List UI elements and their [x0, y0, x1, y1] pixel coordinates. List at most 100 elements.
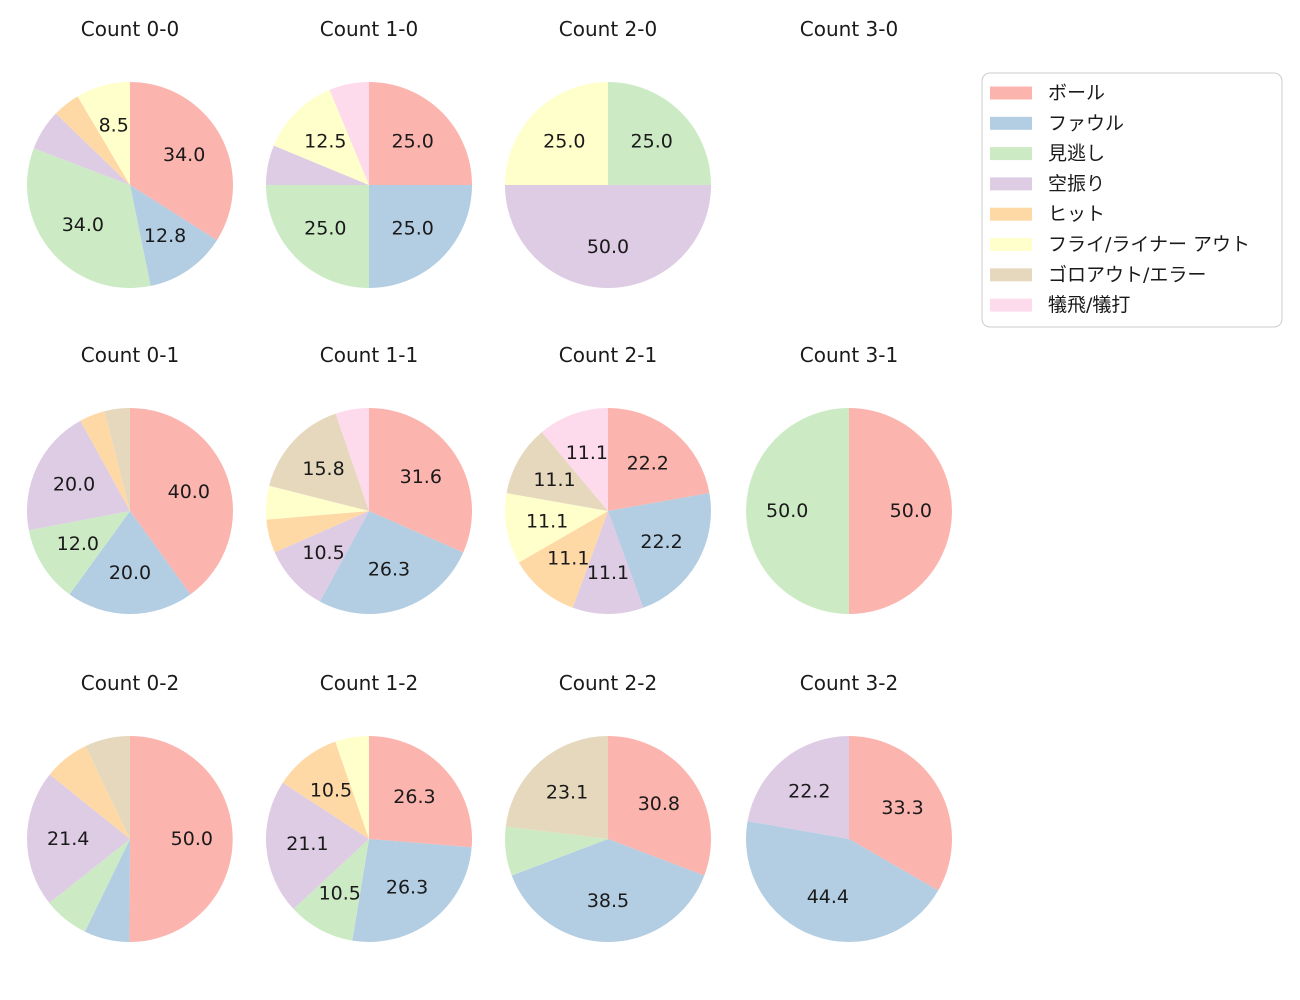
pie-slice-ground-out-error: [104, 408, 130, 511]
slice-label-ball: 31.6: [400, 466, 442, 488]
pie-slice-ground-out-error: [505, 736, 608, 839]
legend-label-hit: ヒット: [1048, 203, 1105, 225]
chart-title: Count 1-2: [320, 671, 418, 695]
chart-title: Count 2-1: [559, 343, 657, 367]
chart-title: Count 3-0: [800, 17, 898, 41]
legend-box: [981, 72, 1283, 328]
slice-label-fly-liner-out: 12.5: [304, 130, 346, 152]
legend-swatch-sac-fly-bunt: [990, 298, 1032, 312]
slice-label-called-strike: 10.5: [319, 882, 361, 904]
pie-slice-fly-liner-out: [335, 736, 369, 839]
chart-title: Count 0-1: [81, 343, 179, 367]
legend-swatch-foul: [990, 116, 1032, 130]
chart-title: Count 2-0: [559, 17, 657, 41]
legend-swatch-ball: [990, 86, 1032, 100]
pie-slice-foul: [511, 839, 705, 943]
pie-slice-swinging-strike: [265, 782, 369, 910]
legend-swatch-fly-liner-out: [990, 238, 1032, 251]
slice-label-called-strike: 50.0: [766, 500, 808, 522]
chart-title: Count 1-1: [320, 343, 418, 367]
pie-slice-fly-liner-out: [266, 485, 369, 520]
slice-label-fly-liner-out: 8.5: [99, 114, 129, 136]
pie-slice-hit: [518, 511, 608, 608]
pie-slice-ground-out-error: [269, 413, 369, 511]
slice-label-ball: 25.0: [392, 130, 434, 152]
slice-label-sac-fly-bunt: 11.1: [566, 442, 608, 464]
pie-slice-called-strike: [28, 511, 130, 595]
pie-slice-swinging-strike: [26, 420, 130, 531]
slice-label-swinging-strike: 50.0: [587, 236, 629, 258]
slice-label-swinging-strike: 11.1: [587, 562, 629, 584]
pie-slice-ball: [849, 408, 952, 614]
pie-slice-ball: [369, 408, 472, 553]
pie-slice-hit: [55, 96, 131, 185]
pie-slice-foul: [352, 839, 472, 943]
slice-label-called-strike: 34.0: [62, 214, 104, 236]
slice-label-ball: 33.3: [881, 797, 923, 819]
pie-slice-ball: [608, 408, 710, 511]
pie-slice-sac-fly-bunt: [541, 408, 608, 511]
slice-label-ball: 22.2: [627, 453, 669, 475]
chart-title: Count 0-2: [81, 671, 179, 695]
slice-label-foul: 20.0: [109, 562, 151, 584]
legend-label-ball: ボール: [1048, 82, 1105, 104]
pie-slice-called-strike: [746, 408, 849, 614]
slice-label-swinging-strike: 21.1: [286, 833, 328, 855]
pie-slice-sac-fly-bunt: [335, 408, 369, 511]
legend-swatch-hit: [990, 207, 1032, 221]
pie-slice-foul: [69, 511, 191, 614]
slice-label-foul: 22.2: [640, 531, 682, 553]
slice-label-ball: 30.8: [638, 793, 680, 815]
slice-label-foul: 26.3: [368, 558, 410, 580]
legend-label-sac-fly-bunt: 犠飛/犠打: [1048, 294, 1130, 316]
pie-slice-called-strike: [608, 82, 711, 185]
pie-slice-ball: [130, 408, 233, 595]
slice-label-called-strike: 25.0: [631, 130, 673, 152]
pie-slice-hit: [282, 741, 369, 839]
pie-slice-ball: [129, 736, 233, 943]
pie-slice-hit: [80, 411, 130, 511]
legend-swatch-swinging-strike: [990, 177, 1032, 191]
pie-slice-ground-out-error: [506, 432, 608, 511]
slice-label-foul: 12.8: [144, 225, 186, 247]
slice-label-hit: 11.1: [547, 547, 589, 569]
chart-title: Count 3-1: [800, 343, 898, 367]
chart-title: Count 0-0: [81, 17, 179, 41]
pie-slice-fly-liner-out: [273, 89, 369, 185]
slice-label-called-strike: 12.0: [57, 533, 99, 555]
pie-slice-ball: [130, 82, 234, 241]
pie-slice-swinging-strike: [274, 511, 369, 602]
pie-slice-fly-liner-out: [504, 493, 608, 563]
pie-slice-fly-liner-out: [505, 82, 608, 185]
legend-swatch-called-strike: [990, 147, 1032, 161]
chart-title: Count 3-2: [800, 671, 898, 695]
slice-label-ball: 34.0: [163, 144, 205, 166]
legend-label-swinging-strike: 空振り: [1048, 173, 1105, 195]
chart-title: Count 1-0: [320, 17, 418, 41]
legend-label-called-strike: 見逃し: [1048, 143, 1105, 165]
slice-label-ball: 40.0: [168, 481, 210, 503]
pie-slice-ball: [849, 736, 952, 891]
slice-label-fly-liner-out: 25.0: [543, 130, 585, 152]
pie-slice-called-strike: [49, 839, 130, 932]
slice-label-ball: 50.0: [890, 500, 932, 522]
pie-slice-ball: [608, 736, 712, 876]
chart-title: Count 2-2: [559, 671, 657, 695]
slice-label-ground-out-error: 15.8: [302, 458, 344, 480]
slice-label-swinging-strike: 10.5: [302, 542, 344, 564]
slice-label-swinging-strike: 20.0: [53, 474, 95, 496]
slice-label-fly-liner-out: 11.1: [526, 511, 568, 533]
slice-label-ground-out-error: 11.1: [533, 469, 575, 491]
pie-slice-sac-fly-bunt: [329, 82, 369, 185]
pie-slice-swinging-strike: [747, 736, 849, 839]
pie-slice-swinging-strike: [26, 774, 131, 903]
pie-slice-foul: [84, 839, 130, 942]
pie-slice-swinging-strike: [572, 511, 644, 615]
pie-slice-called-strike: [26, 148, 151, 289]
slice-label-foul: 26.3: [386, 877, 428, 899]
slice-label-called-strike: 25.0: [304, 218, 346, 240]
slice-label-foul: 44.4: [807, 886, 849, 908]
pie-slice-hit: [266, 511, 369, 553]
pie-slice-fly-liner-out: [77, 82, 130, 185]
